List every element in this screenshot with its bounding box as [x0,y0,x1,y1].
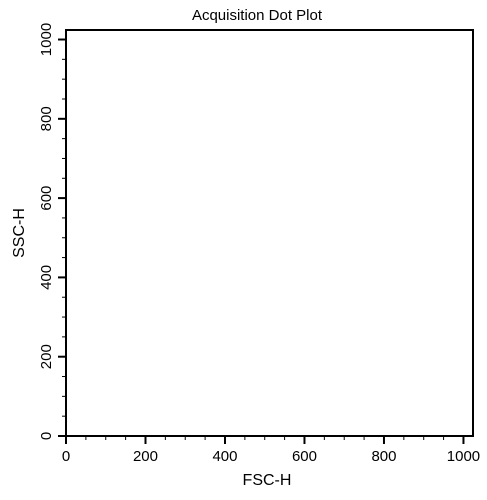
chart-title: Acquisition Dot Plot [192,7,323,24]
x-axis-label: FSC-H [243,472,292,489]
x-tick-label: 600 [292,448,317,465]
plot-frame [65,29,474,437]
y-tick-label: 600 [38,186,55,211]
y-tick-label: 400 [38,265,55,290]
y-axis-label: SSC-H [11,208,28,258]
y-tick-label: 800 [38,106,55,131]
x-tick-label: 0 [62,448,70,465]
y-tick-label: 1000 [38,23,55,56]
x-tick-label: 400 [212,448,237,465]
x-tick-label: 800 [371,448,396,465]
y-tick-label: 200 [38,344,55,369]
y-axis: 0 200 400 600 800 1000 [38,23,66,440]
x-axis: 0 200 400 600 800 1000 [62,436,480,465]
x-tick-label: 1000 [447,448,480,465]
y-tick-label: 0 [38,432,55,440]
x-tick-label: 200 [133,448,158,465]
